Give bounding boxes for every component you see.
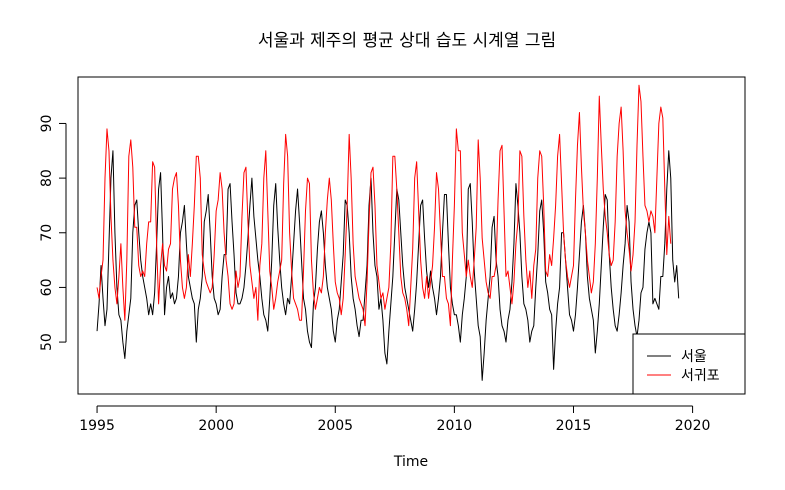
series-line-0 — [96, 150, 680, 381]
series-layer — [96, 84, 680, 381]
y-tick-label: 60 — [39, 279, 55, 297]
plot-area-border — [77, 76, 746, 395]
x-axis: 1995 2000 2005 2010 2015 2020 — [79, 405, 711, 434]
y-axis: 50 60 70 80 90 — [39, 115, 67, 351]
series-line-1 — [96, 84, 672, 327]
x-tick-label: 2010 — [437, 418, 473, 434]
y-tick-label: 50 — [39, 333, 55, 351]
legend-box — [632, 333, 746, 395]
x-tick-label: 2015 — [556, 418, 592, 434]
y-tick-label: 90 — [39, 115, 55, 133]
y-tick-label: 70 — [39, 224, 55, 242]
legend-label-0: 서울 — [681, 349, 707, 365]
chart-title: 서울과 제주의 평균 상대 습도 시계열 그림 — [258, 31, 556, 51]
x-tick-label: 2000 — [198, 418, 234, 434]
y-tick-label: 80 — [39, 169, 55, 187]
x-axis-title: Time — [393, 454, 428, 470]
legend-label-1: 서귀포 — [681, 368, 720, 384]
x-tick-label: 2020 — [675, 418, 711, 434]
x-tick-label: 2005 — [317, 418, 353, 434]
x-tick-label: 1995 — [79, 418, 115, 434]
